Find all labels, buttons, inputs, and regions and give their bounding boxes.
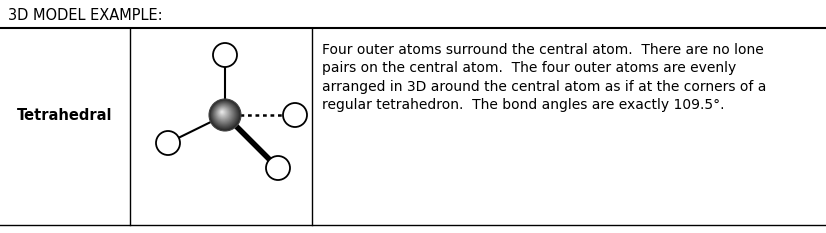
Circle shape [283,103,307,127]
Circle shape [210,100,240,130]
Circle shape [220,110,225,115]
Circle shape [156,131,180,155]
Circle shape [213,43,237,67]
Circle shape [214,104,233,123]
Circle shape [216,105,231,121]
Circle shape [213,103,235,124]
Text: Four outer atoms surround the central atom.  There are no lone
pairs on the cent: Four outer atoms surround the central at… [322,43,767,112]
Circle shape [218,108,227,118]
Text: Tetrahedral: Tetrahedral [17,107,113,123]
Circle shape [216,107,230,120]
Circle shape [219,109,226,116]
Circle shape [216,106,230,120]
Circle shape [211,100,239,129]
Text: 3D MODEL EXAMPLE:: 3D MODEL EXAMPLE: [8,8,163,23]
Circle shape [266,156,290,180]
Circle shape [215,105,232,122]
Circle shape [213,103,235,125]
Circle shape [217,107,229,119]
Circle shape [212,102,236,126]
Circle shape [209,99,241,131]
Circle shape [211,101,238,128]
Circle shape [211,102,237,127]
Circle shape [221,111,223,113]
Circle shape [221,110,224,114]
Circle shape [219,109,225,116]
